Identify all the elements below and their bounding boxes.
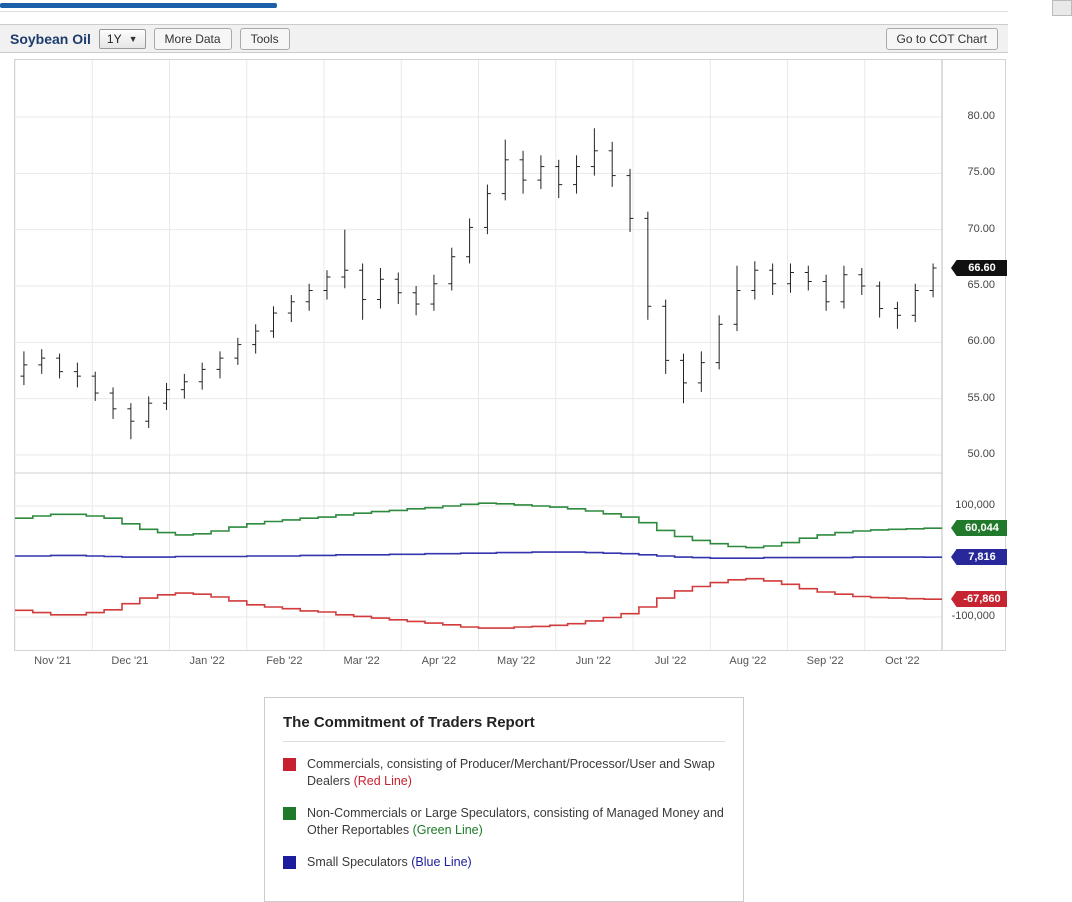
tools-button[interactable]: Tools — [239, 27, 290, 50]
chevron-down-icon: ▼ — [128, 33, 138, 44]
commercial-net-badge: -67,860 — [951, 591, 1007, 607]
blue-line-label: (Blue Line) — [411, 854, 472, 869]
x-axis-label: Dec '21 — [111, 655, 149, 667]
y-axis-tick: 50.00 — [967, 448, 995, 460]
x-axis-label: May '22 — [497, 655, 536, 667]
goto-cot-chart-button[interactable]: Go to COT Chart — [885, 27, 998, 50]
y-axis-tick: 60.00 — [967, 335, 995, 348]
red-swatch — [283, 758, 296, 771]
y-axis-tick: 70.00 — [967, 222, 995, 235]
green-line-label: (Green Line) — [412, 822, 483, 837]
y-axis-tick: -100,000 — [951, 609, 995, 622]
y-axis-tick: 80.00 — [967, 110, 995, 122]
y-axis-tick: 75.00 — [967, 166, 995, 179]
x-axis-label: Feb '22 — [266, 655, 303, 667]
chart-toolbar: Soybean Oil 1Y ▼ More Data Tools Go to C… — [0, 24, 1008, 53]
noncommercial-net-badge: 60,044 — [951, 520, 1007, 536]
y-axis-tick: 55.00 — [967, 391, 995, 404]
y-axis-tick: 65.00 — [967, 279, 995, 291]
x-axis-label: Jan '22 — [189, 655, 225, 667]
cot-line-small-speculators — [15, 551, 942, 559]
x-axis-label: Mar '22 — [343, 655, 380, 667]
chart-area[interactable]: 66.60 60,044 7,816 -67,860 80.00 75.00 70.… — [14, 59, 1007, 651]
price-cot-chart[interactable] — [15, 60, 1005, 650]
range-select-value: 1Y — [106, 31, 122, 46]
legend-title: The Commitment of Traders Report — [283, 714, 535, 731]
x-axis-label: Sep '22 — [806, 655, 844, 667]
red-line-label: (Red Line) — [353, 773, 412, 788]
x-axis-label: Oct '22 — [885, 655, 920, 667]
cot-line-non-commercials — [15, 502, 942, 549]
legend-item-smallspecs: Small Speculators (Blue Line) — [283, 854, 725, 871]
x-axis-label: Apr '22 — [421, 655, 457, 667]
range-select[interactable]: 1Y ▼ — [98, 28, 146, 49]
green-swatch — [283, 806, 296, 820]
x-axis-labels: Nov '21 Dec '21 Jan '22 Feb '22 Mar '22 Apr '… — [14, 651, 1004, 671]
gridlines — [15, 60, 943, 650]
x-axis-label: Nov '21 — [34, 655, 72, 667]
legend-item-text: Small Speculators (Blue Line) — [307, 854, 472, 869]
smallspec-net-badge: 7,816 — [951, 549, 1007, 565]
loading-progress-bar — [0, 3, 277, 8]
top-strip — [0, 0, 1008, 12]
cot-line-commercials — [15, 577, 942, 629]
more-data-button[interactable]: More Data — [153, 27, 232, 50]
legend-divider — [283, 741, 725, 742]
legend-item-text: Non-Commercials or Large Speculators, co… — [307, 805, 724, 837]
legend-item-text: Commercials, consisting of Producer/Merc… — [307, 757, 715, 788]
x-axis-label: Jul '22 — [654, 655, 687, 667]
legend-item-noncommercials: Non-Commercials or Large Speculators, co… — [283, 805, 725, 839]
x-axis-label: Jun '22 — [575, 655, 611, 667]
last-price-badge: 66.60 — [951, 260, 1007, 276]
symbol-title: Soybean Oil — [10, 30, 91, 47]
legend-item-commercials: Commercials, consisting of Producer/Merc… — [283, 756, 725, 790]
ohlc-bars — [20, 128, 937, 440]
x-axis-label: Aug '22 — [729, 655, 767, 667]
y-axis-tick: 100,000 — [955, 499, 995, 511]
blue-swatch — [283, 855, 296, 869]
cot-legend: The Commitment of Traders Report Commerc… — [264, 697, 744, 902]
scrollbar-fragment — [1052, 0, 1072, 16]
